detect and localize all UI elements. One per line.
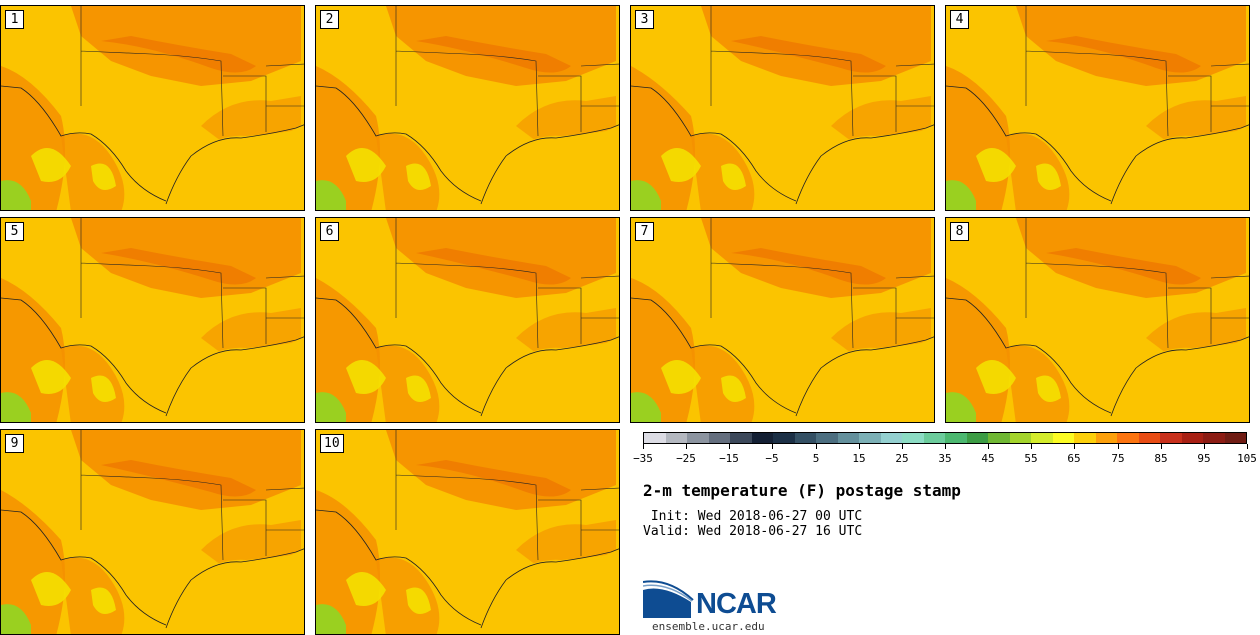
colorbar-tick-label: 55 <box>1024 452 1038 465</box>
member-number-label: 9 <box>5 434 24 453</box>
member-map-panel: 1 <box>0 5 305 211</box>
colorbar-tick-label: 35 <box>938 452 952 465</box>
colorbar-tick-mark <box>859 444 860 449</box>
colorbar-swatch <box>773 433 795 443</box>
ncar-logo-icon <box>643 580 694 618</box>
colorbar-swatch <box>1160 433 1182 443</box>
colorbar-tick-label: 95 <box>1197 452 1211 465</box>
colorbar-ticks: −35−25−15−55152535455565758595105115 <box>633 444 1257 469</box>
colorbar-swatch <box>1031 433 1053 443</box>
valid-time: Valid: Wed 2018-06-27 16 UTC <box>643 524 863 539</box>
colorbar-swatch <box>751 433 773 443</box>
member-map-panel: 2 <box>315 5 620 211</box>
colorbar-tick-mark <box>643 444 644 449</box>
colorbar-swatch <box>859 433 881 443</box>
colorbar-swatch <box>837 433 859 443</box>
colorbar-swatch <box>665 433 687 443</box>
colorbar-tick-mark <box>1247 444 1248 449</box>
colorbar-swatch <box>1203 433 1225 443</box>
member-number-label: 10 <box>320 434 344 453</box>
member-number-label: 2 <box>320 10 339 29</box>
colorbar-swatch <box>966 433 988 443</box>
member-number-label: 3 <box>635 10 654 29</box>
ensemble-url: ensemble.ucar.edu <box>652 620 765 633</box>
colorbar-tick-label: 65 <box>1067 452 1081 465</box>
colorbar-swatch <box>1009 433 1031 443</box>
member-number-label: 6 <box>320 222 339 241</box>
member-map-panel: 10 <box>315 429 620 635</box>
colorbar-swatch <box>1117 433 1139 443</box>
member-number-label: 4 <box>950 10 969 29</box>
member-map-panel: 8 <box>945 217 1250 423</box>
colorbar-tick-label: −15 <box>719 452 739 465</box>
colorbar-swatch <box>902 433 924 443</box>
member-number-label: 5 <box>5 222 24 241</box>
member-number-label: 7 <box>635 222 654 241</box>
colorbar-tick-mark <box>816 444 817 449</box>
init-time: Init: Wed 2018-06-27 00 UTC <box>643 509 863 524</box>
colorbar-tick-mark <box>1118 444 1119 449</box>
colorbar-tick-mark <box>902 444 903 449</box>
colorbar-tick-mark <box>988 444 989 449</box>
ncar-logo-text: NCAR <box>696 588 777 620</box>
colorbar-tick-mark <box>729 444 730 449</box>
member-map-panel: 5 <box>0 217 305 423</box>
plot-title: 2-m temperature (F) postage stamp <box>643 481 961 500</box>
member-map-panel: 7 <box>630 217 935 423</box>
colorbar-swatch <box>687 433 709 443</box>
colorbar-swatch <box>1095 433 1117 443</box>
colorbar-tick-label: 25 <box>895 452 909 465</box>
member-number-label: 8 <box>950 222 969 241</box>
colorbar-tick-label: 105 <box>1237 452 1257 465</box>
colorbar-tick-mark <box>1204 444 1205 449</box>
colorbar-swatch <box>988 433 1010 443</box>
member-map-panel: 6 <box>315 217 620 423</box>
colorbar-tick-label: −35 <box>633 452 653 465</box>
colorbar-swatch <box>945 433 967 443</box>
colorbar-swatch <box>816 433 838 443</box>
colorbar-swatch <box>1052 433 1074 443</box>
colorbar-swatch <box>1224 433 1246 443</box>
colorbar-tick-mark <box>1161 444 1162 449</box>
colorbar-tick-label: 75 <box>1111 452 1125 465</box>
colorbar-tick-label: 15 <box>852 452 866 465</box>
colorbar-tick-label: 45 <box>981 452 995 465</box>
temperature-colorbar <box>643 432 1247 444</box>
member-number-label: 1 <box>5 10 24 29</box>
colorbar-swatch <box>923 433 945 443</box>
colorbar-swatch <box>794 433 816 443</box>
colorbar-swatch <box>1074 433 1096 443</box>
colorbar-swatch <box>708 433 730 443</box>
colorbar-tick-mark <box>686 444 687 449</box>
colorbar-tick-label: 85 <box>1154 452 1168 465</box>
colorbar-swatch <box>1138 433 1160 443</box>
colorbar-tick-mark <box>945 444 946 449</box>
member-map-panel: 9 <box>0 429 305 635</box>
colorbar-tick-mark <box>1031 444 1032 449</box>
colorbar-tick-mark <box>772 444 773 449</box>
colorbar-swatch <box>880 433 902 443</box>
colorbar-tick-label: −25 <box>676 452 696 465</box>
colorbar-swatch <box>730 433 752 443</box>
colorbar-tick-mark <box>1074 444 1075 449</box>
colorbar-tick-label: 5 <box>812 452 820 465</box>
colorbar-swatch <box>1181 433 1203 443</box>
member-map-panel: 4 <box>945 5 1250 211</box>
colorbar-tick-label: −5 <box>765 452 779 465</box>
colorbar-swatch <box>644 433 666 443</box>
member-map-panel: 3 <box>630 5 935 211</box>
